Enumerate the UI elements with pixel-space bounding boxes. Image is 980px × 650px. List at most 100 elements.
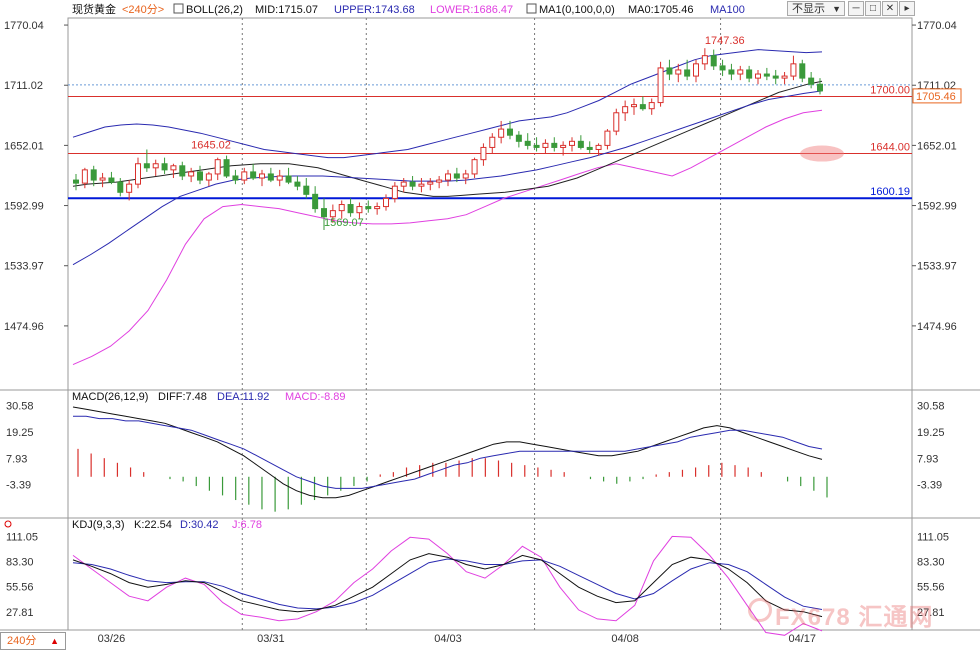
candle-body <box>507 128 513 136</box>
price-annotation: 1645.02 <box>191 140 231 152</box>
close-button[interactable]: ✕ <box>882 1 898 16</box>
candle-body <box>489 136 496 148</box>
candle-body <box>728 69 735 75</box>
chevron-down-icon: ▼ <box>832 4 841 14</box>
ma0-value: MA0:1705.46 <box>628 4 693 16</box>
macd-label: MACD(26,12,9) <box>72 391 148 403</box>
y-tick-label: 1652.01 <box>4 140 44 152</box>
y-tick-label: 1474.96 <box>4 321 44 333</box>
candle-body <box>657 67 664 104</box>
settings-icon <box>4 520 12 528</box>
candle-body <box>515 134 522 142</box>
candle-body <box>383 197 389 208</box>
candle-body <box>560 144 567 148</box>
candle-body <box>285 175 292 183</box>
candle-body <box>746 69 753 79</box>
candle-body <box>445 173 451 181</box>
candle-body <box>737 69 744 75</box>
candle-body <box>347 204 354 214</box>
candle-body <box>701 55 708 65</box>
restore-button[interactable]: □ <box>865 1 881 16</box>
candle-body <box>418 183 425 187</box>
boll-mid: MID:1715.07 <box>255 4 318 16</box>
boll-mid-line <box>72 80 823 197</box>
candle-body <box>135 163 141 185</box>
candle-body <box>763 73 770 77</box>
macd-diff: DIFF:7.48 <box>158 391 207 403</box>
y-tick-label-right: 1652.01 <box>917 140 957 152</box>
candle-body <box>409 181 416 187</box>
boll-upper-line <box>72 49 823 159</box>
kdj-y-tick-label-right: 83.30 <box>917 556 945 568</box>
kdj-j-line <box>72 535 823 636</box>
candle-body <box>533 144 540 148</box>
boll-lower: LOWER:1686.47 <box>430 4 513 16</box>
candle-body <box>99 177 106 181</box>
kdj-y-tick-label: 55.56 <box>6 582 34 594</box>
candle-body <box>551 142 558 148</box>
watermark: FX678 汇通网 <box>775 604 934 631</box>
plot-frame <box>67 17 913 631</box>
macd-y-tick-label-right: 30.58 <box>917 401 945 413</box>
candle-body <box>693 63 699 77</box>
kdj-d-line <box>72 558 823 610</box>
candle-body <box>595 144 602 150</box>
kdj-j: J:6.78 <box>232 519 262 531</box>
macd-dea-line <box>73 415 823 489</box>
display-dropdown[interactable]: 不显示 ▼ <box>787 1 845 16</box>
candle-body <box>81 169 88 184</box>
boll-lower-line <box>72 109 823 366</box>
candle-body <box>648 102 655 110</box>
candle-body <box>329 210 336 218</box>
candle-body <box>356 206 363 214</box>
candle-body <box>179 165 186 177</box>
support-line-label: 1644.00 <box>870 142 910 154</box>
candle-body <box>374 206 381 210</box>
kdj-k: K:22.54 <box>134 519 172 531</box>
candle-body <box>436 179 443 183</box>
x-tick-label: 03/26 <box>98 633 126 645</box>
candle-body <box>161 163 168 171</box>
y-tick-label: 1711.02 <box>4 80 43 92</box>
candle-body <box>577 140 584 148</box>
candle-body <box>666 67 673 75</box>
candle-body <box>710 55 717 67</box>
candle-body <box>808 77 815 85</box>
candle-body <box>569 140 575 146</box>
instrument-name: 现货黄金 <box>72 2 116 16</box>
kdj-k-line <box>72 553 823 618</box>
candle-body <box>524 140 531 146</box>
candle-body <box>205 173 212 181</box>
candle-body <box>90 169 97 181</box>
candle-body <box>294 181 301 187</box>
price-annotation: 1569.07 <box>324 217 364 229</box>
kdj-label: KDJ(9,3,3) <box>72 519 125 531</box>
y-tick-label-right: 1592.99 <box>917 201 957 213</box>
macd-dea: DEA:11.92 <box>217 391 269 403</box>
candle-body <box>462 173 469 179</box>
candle-body <box>817 83 823 92</box>
y-tick-label-right: 1533.97 <box>917 261 957 273</box>
kdj-y-tick-label: 83.30 <box>6 556 34 568</box>
highlight-marker <box>800 145 844 162</box>
last-price-box <box>912 88 962 104</box>
candle-body <box>338 204 345 212</box>
minimize-button[interactable]: ─ <box>848 1 864 16</box>
candle-body <box>755 73 761 79</box>
candle-body <box>108 177 115 183</box>
checkbox-icon <box>526 3 537 14</box>
candle-body <box>321 208 327 218</box>
candle-body <box>365 206 372 210</box>
ma-label: MA1(0,100,0,0) <box>539 4 615 16</box>
support-line-label: 1600.19 <box>870 186 910 198</box>
candle-body <box>542 142 549 148</box>
period-selector[interactable]: 240分 ▲ <box>0 632 66 650</box>
watermark-logo <box>748 598 772 622</box>
candle-body <box>276 175 283 181</box>
scroll-button[interactable]: ▸ <box>899 1 915 16</box>
macd-y-tick-label-right: -3.39 <box>917 480 942 492</box>
macd-y-tick-label-right: 19.25 <box>917 427 945 439</box>
candle-body <box>197 171 203 181</box>
candle-body <box>267 173 274 181</box>
